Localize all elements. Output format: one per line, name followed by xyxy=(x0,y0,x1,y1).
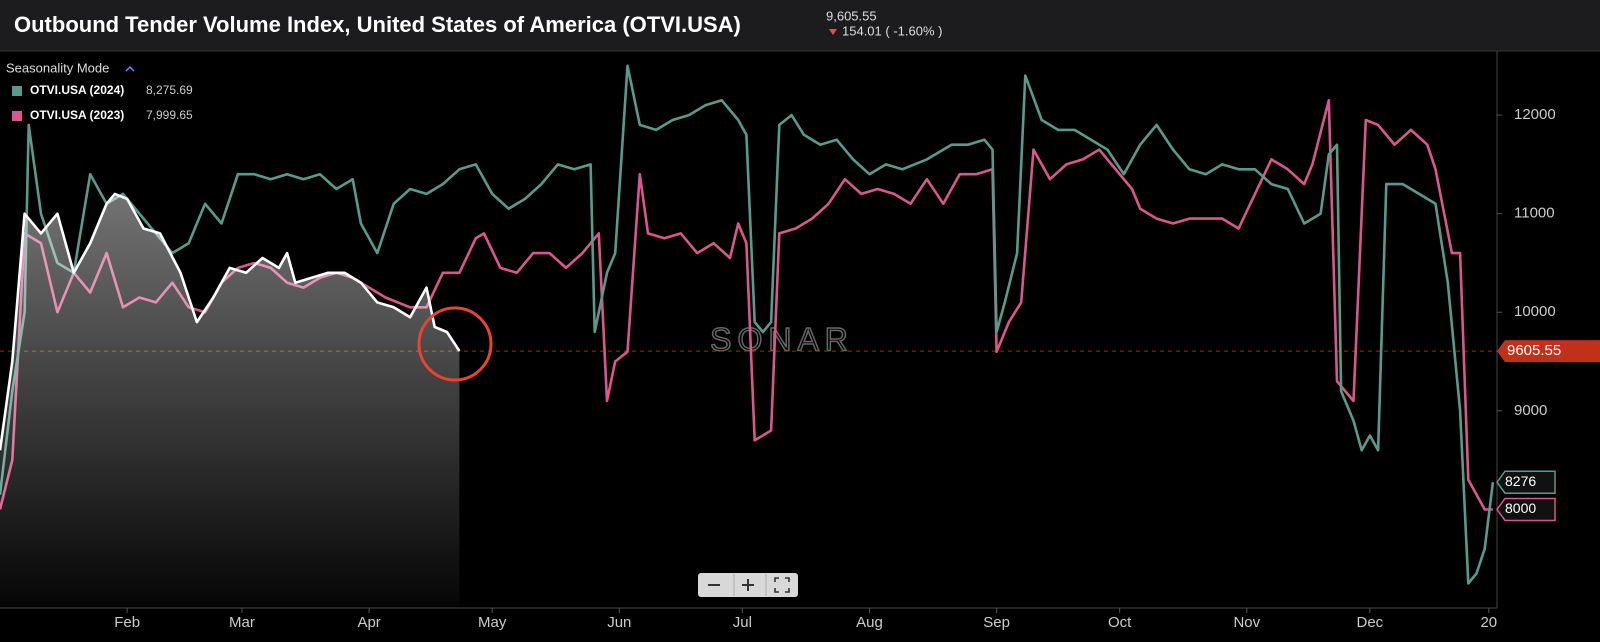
x-tick-label: Sep xyxy=(983,614,1010,631)
end-tag xyxy=(1496,470,1556,494)
price: 9,605.55 xyxy=(826,8,877,23)
price-change: 154.01 ( -1.60% ) xyxy=(842,23,942,38)
x-tick-label: Dec xyxy=(1357,614,1384,631)
x-tick-label: Feb xyxy=(114,614,140,631)
legend-title[interactable]: Seasonality Mode xyxy=(6,60,109,75)
current-label: 9605.55 xyxy=(1507,342,1561,359)
legend: OTVI.USA (2024) 8,275.69 OTVI.USA (2023) 7,… xyxy=(12,83,193,122)
series-line xyxy=(0,192,461,451)
legend-caret[interactable] xyxy=(125,65,135,72)
x-tick-label: Mar xyxy=(229,614,255,631)
legend-swatch xyxy=(12,86,22,96)
legend-swatch xyxy=(12,111,22,121)
title: Outbound Tender Volume Index, United Sta… xyxy=(14,12,741,37)
end-label: 8276 xyxy=(1505,473,1536,489)
end-label: 8000 xyxy=(1505,500,1536,516)
plot: SONAR xyxy=(0,64,1497,608)
legend-value: 7,999.65 xyxy=(146,108,193,122)
fullscreen[interactable] xyxy=(774,577,790,593)
header xyxy=(0,0,1600,51)
x-tick-label: Oct xyxy=(1108,614,1132,631)
watermark: SONAR xyxy=(710,321,854,357)
y-tick-label: 11000 xyxy=(1514,205,1555,222)
annotation-circle xyxy=(417,306,493,382)
area xyxy=(0,193,460,608)
x-tick-label: Nov xyxy=(1233,614,1260,631)
legend-label: OTVI.USA (2023) xyxy=(30,108,124,122)
current-tag xyxy=(1497,340,1600,363)
x-tick-label: Jul xyxy=(733,614,752,631)
y-tick-label: 10000 xyxy=(1514,303,1556,320)
y-tick-label: 9000 xyxy=(1514,402,1547,419)
series-line xyxy=(0,64,1495,585)
end-tag xyxy=(1496,497,1556,522)
x-tick-label: Jun xyxy=(607,614,631,631)
y-tick-label: 12000 xyxy=(1514,106,1556,123)
x-tick-label: 20 xyxy=(1480,614,1497,631)
x-tick-label: Apr xyxy=(357,614,380,631)
legend-value: 8,275.69 xyxy=(146,83,193,97)
x-tick-label: May xyxy=(478,614,507,631)
zoom-controls xyxy=(698,573,798,597)
down-arrow xyxy=(829,29,837,35)
x-tick-label: Aug xyxy=(856,614,883,631)
legend-label: OTVI.USA (2024) xyxy=(30,83,124,97)
